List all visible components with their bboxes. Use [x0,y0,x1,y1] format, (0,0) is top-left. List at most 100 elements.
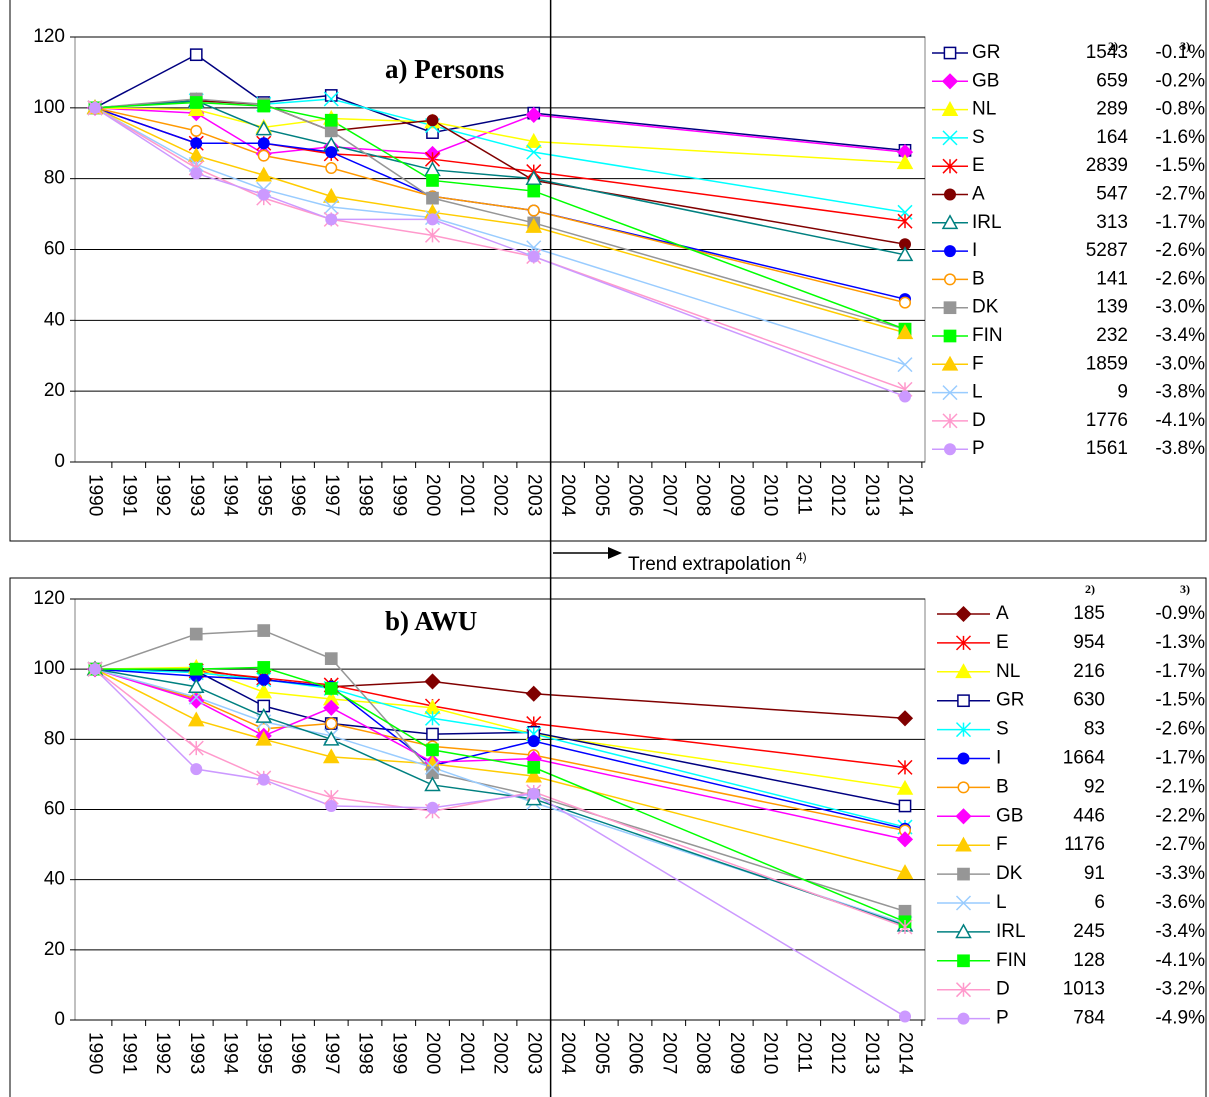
legend-change: -2.6% [1155,268,1205,289]
legend-change: -2.7% [1155,834,1205,855]
legend-marker [957,781,970,794]
y-tick-label: 60 [44,799,65,820]
point [89,101,101,114]
point [255,707,273,723]
point [188,740,204,756]
x-tick-label: 2009 [726,1032,747,1074]
legend-count: 1013 [1063,979,1105,1000]
annotation-note: 4) [796,550,807,564]
legend-count: 313 [1096,212,1128,233]
x-tick-label: 2006 [625,1032,646,1074]
legend-marker [943,46,957,60]
legend-change: -1.7% [1155,748,1205,769]
annotation: Trend extrapolation [628,554,791,575]
legend-count: 289 [1096,99,1128,120]
point [525,170,543,186]
point [899,390,911,403]
legend-marker [955,722,972,738]
point [323,91,339,107]
y-tick-label: 20 [44,939,65,960]
point [898,799,912,813]
legend-label: GR [996,690,1025,711]
x-tick-label: 2001 [456,1032,477,1074]
legend-marker [944,245,956,258]
point [896,710,914,727]
point [190,763,203,776]
legend-change: -2.2% [1155,805,1205,826]
legend-label: NL [972,99,996,120]
legend-marker [957,694,970,708]
legend-label: L [996,892,1007,913]
legend-change: -3.0% [1155,297,1205,318]
y-tick-label: 120 [33,26,65,47]
legend-marker [942,158,958,174]
legend-label: B [996,776,1009,797]
legend-count: 185 [1073,603,1105,624]
point [899,296,911,309]
legend-column-header: 3) [1180,39,1190,53]
arrow-head [608,547,622,559]
point [527,787,540,800]
x-tick-label: 1997 [321,1032,342,1074]
legend-count: 1176 [1064,834,1105,855]
point [187,101,205,116]
y-tick-label: 80 [44,728,65,749]
point [324,89,338,102]
point [255,730,273,746]
x-tick-label: 2011 [793,474,814,515]
legend-label: S [972,127,985,148]
legend-marker [944,273,956,286]
legend-marker [941,214,959,230]
y-tick-label: 40 [44,869,65,890]
point [189,662,203,676]
legend-change: -0.2% [1155,70,1205,91]
legend-label: NL [996,661,1020,682]
point [324,113,338,127]
legend-column-header: 2) [1108,39,1118,53]
legend-count: 659 [1096,70,1128,91]
chart-title: a) Persons [385,54,504,84]
point [325,799,338,812]
legend-count: 141 [1096,268,1128,289]
y-tick-label: 120 [33,588,65,609]
point [426,191,439,205]
legend-label: D [972,410,986,431]
point [525,685,542,702]
x-tick-label: 1991 [118,1032,139,1074]
x-tick-label: 2013 [861,474,882,516]
point [426,174,439,187]
legend-marker [957,867,970,881]
y-tick-label: 100 [33,97,65,118]
legend-label: P [972,438,985,459]
legend-change: -2.1% [1155,776,1205,797]
legend-label: P [996,1008,1009,1029]
x-tick-label: 1996 [287,474,308,516]
legend-count: 91 [1084,863,1105,884]
legend-label: F [972,353,984,374]
legend-change: -3.8% [1155,438,1205,459]
legend-change: -1.5% [1155,690,1205,711]
x-tick-label: 2007 [658,1032,679,1074]
point [897,919,913,935]
y-tick-label: 100 [33,658,65,679]
point [897,213,913,229]
legend-marker [957,1012,970,1025]
point [323,199,339,215]
point [325,213,338,226]
legend-label: I [996,748,1001,769]
legend-change: -0.8% [1155,99,1205,120]
x-tick-label: 2010 [760,1032,781,1074]
x-tick-label: 2005 [591,474,612,516]
legend-label: F [996,834,1008,855]
legend-count: 6 [1094,892,1105,913]
legend-marker [942,385,958,401]
point [424,227,441,243]
point [527,250,540,263]
legend-change: -3.4% [1155,921,1205,942]
legend-change: -3.8% [1155,382,1205,403]
point [526,144,542,160]
legend-change: -3.6% [1155,892,1205,913]
point [426,727,439,741]
point [525,767,543,783]
x-tick-label: 1992 [152,1032,173,1074]
